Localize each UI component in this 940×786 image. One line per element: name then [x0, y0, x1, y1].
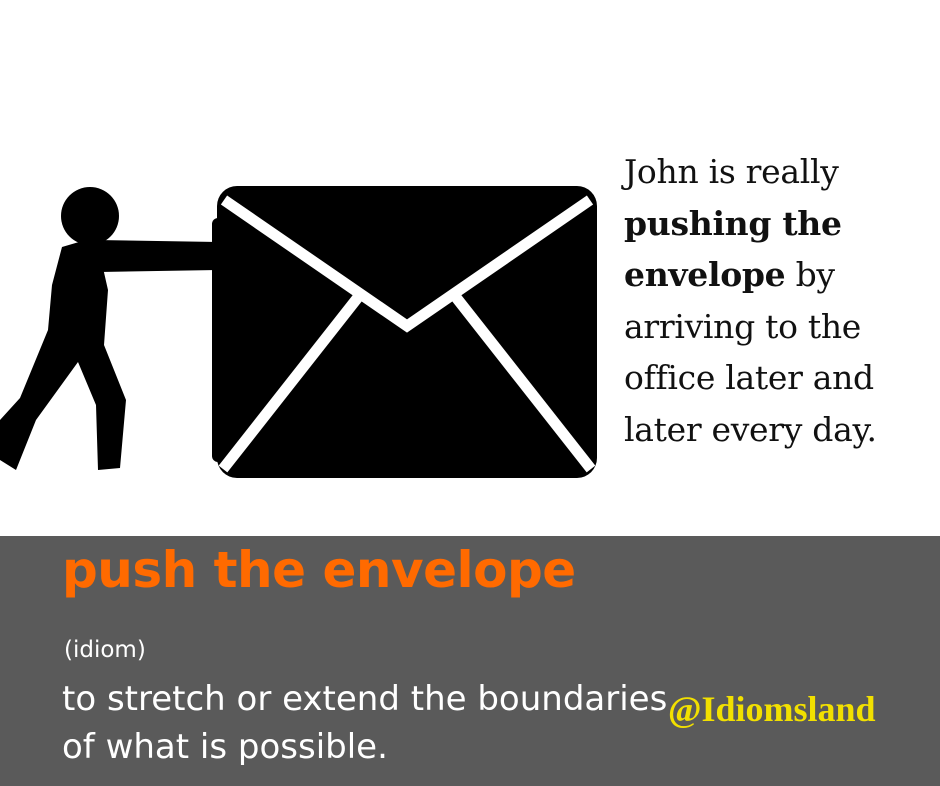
part-of-speech: (idiom) [64, 637, 146, 663]
example-text-start: John is really [624, 152, 839, 191]
person-pushing-envelope-icon [0, 186, 597, 478]
envelope-icon [212, 186, 597, 478]
idiom-definition: to stretch or extend the boundaries of w… [62, 679, 668, 767]
example-sentence: John is really pushing the envelope by a… [624, 146, 934, 455]
idiom-term: push the envelope [62, 541, 576, 599]
definition-panel [0, 536, 940, 786]
example-idiom-highlight: pushing the envelope [624, 203, 842, 295]
person-icon [0, 187, 218, 470]
social-handle: @Idiomsland [668, 689, 876, 729]
example-text-end: by arriving to the office later and late… [624, 255, 877, 449]
